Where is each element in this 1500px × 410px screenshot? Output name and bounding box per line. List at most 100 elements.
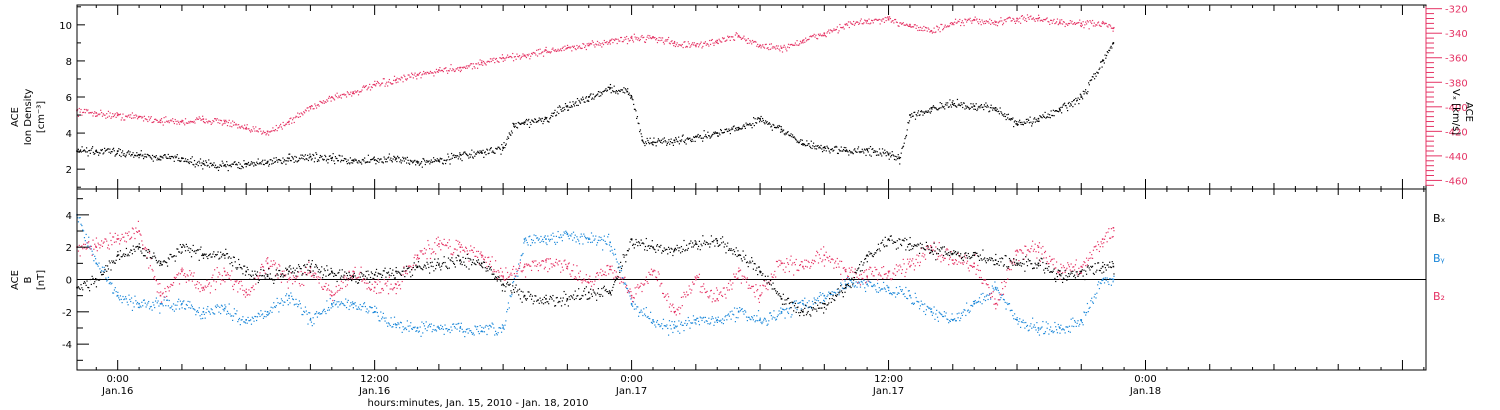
vx-sample (639, 38, 641, 41)
ion-density-sample (929, 112, 932, 114)
bz-sample (521, 271, 523, 273)
ion-density-sample (321, 155, 323, 157)
ion-density-sample (1076, 100, 1078, 102)
vx-sample (990, 19, 993, 22)
bz-sample (229, 275, 231, 277)
bz-sample (745, 281, 748, 283)
by-sample (222, 308, 224, 311)
bz-sample (565, 263, 567, 266)
ion-density-sample (257, 158, 259, 160)
bz-sample (495, 271, 498, 273)
ion-density-point (737, 126, 740, 129)
ion-density-sample (837, 152, 839, 155)
vx-sample (137, 116, 140, 119)
ion-density-sample (193, 159, 196, 162)
vx-sample (887, 16, 889, 18)
by-sample (113, 289, 116, 291)
vx-sample (1109, 25, 1112, 27)
bz-sample (173, 276, 175, 279)
vx-sample (471, 68, 474, 70)
ion-density-sample (1010, 118, 1013, 120)
ion-density-sample (81, 146, 83, 148)
vx-point (288, 120, 290, 123)
ion-density-sample (238, 167, 241, 169)
by-sample (557, 230, 559, 233)
ion-density-sample (1062, 104, 1064, 106)
by-sample (1018, 320, 1020, 323)
by-sample (1067, 326, 1069, 328)
ion-density-sample (473, 151, 475, 153)
ion-density-sample (248, 164, 250, 166)
by-sample (590, 232, 593, 234)
by-sample (471, 333, 474, 335)
bz-sample (614, 270, 616, 272)
ion-density-sample (558, 105, 561, 107)
bz-sample (656, 279, 659, 282)
vx-sample (567, 46, 569, 49)
by-sample (988, 294, 990, 296)
by-sample (337, 306, 339, 308)
by-sample (923, 310, 925, 313)
bz-sample (130, 236, 133, 238)
vx-sample (976, 18, 978, 20)
ion-density-sample (223, 165, 225, 167)
ion-density-sample (879, 152, 881, 154)
ion-density-sample (938, 108, 940, 110)
bz-sample (697, 276, 699, 278)
vx-sample (1010, 20, 1012, 22)
vx-sample (983, 23, 985, 25)
by-sample (450, 326, 452, 328)
by-sample (709, 323, 711, 325)
by-sample (977, 301, 979, 303)
by-sample (755, 319, 757, 322)
by-sample (1057, 323, 1059, 326)
by-sample (759, 317, 761, 319)
ion-density-sample (1060, 106, 1062, 109)
bz-sample (622, 281, 624, 284)
vx-point (459, 66, 462, 69)
by-sample (1096, 292, 1098, 294)
by-sample (1073, 325, 1075, 328)
vx-sample (125, 115, 128, 117)
ion-density-sample (302, 158, 304, 160)
vx-sample (220, 119, 222, 121)
bz-sample (724, 293, 726, 295)
ion-density-sample (214, 166, 216, 168)
by-sample (129, 298, 131, 301)
by-sample (1095, 297, 1097, 299)
ion-density-sample (1015, 123, 1017, 125)
by-point (823, 294, 826, 297)
by-sample (883, 287, 886, 289)
by-sample (679, 332, 681, 334)
vx-sample (524, 55, 527, 57)
ion-density-sample (704, 135, 706, 138)
ion-density-sample (150, 157, 152, 159)
ion-density-sample (306, 158, 308, 160)
ion-density-sample (613, 85, 615, 87)
vx-sample (961, 20, 963, 22)
by-sample (1088, 307, 1090, 310)
by-sample (423, 323, 425, 325)
vx-sample (861, 23, 863, 25)
ion-density-sample (917, 110, 920, 112)
bz-sample (429, 257, 432, 260)
bz-sample (213, 280, 215, 282)
vx-sample (483, 62, 486, 64)
by-sample (526, 241, 528, 244)
ion-density-sample (789, 135, 791, 137)
vx-sample (107, 110, 110, 112)
bz-sample (635, 293, 637, 295)
ion-density-sample (311, 158, 313, 160)
vx-point (352, 91, 355, 93)
by-sample (569, 234, 571, 236)
vx-sample (1098, 24, 1101, 26)
by-sample (234, 312, 236, 315)
ion-density-sample (747, 123, 749, 125)
by-sample (348, 308, 350, 311)
ion-density-sample (842, 150, 844, 152)
ion-density-sample (294, 155, 296, 158)
vx-sample (1103, 22, 1105, 24)
by-sample (543, 236, 545, 238)
vx-sample (307, 107, 309, 109)
ion-density-sample (549, 117, 552, 119)
